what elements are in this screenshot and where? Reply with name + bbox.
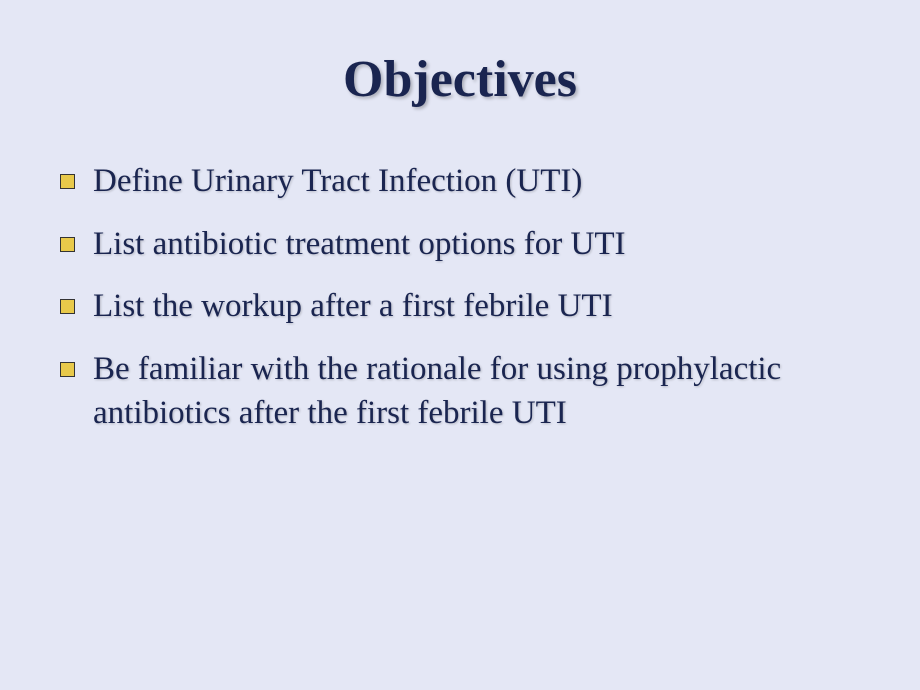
list-item: List antibiotic treatment options for UT… [60, 222, 870, 267]
list-item: List the workup after a first febrile UT… [60, 284, 870, 329]
bullet-icon [60, 299, 75, 314]
bullet-text: List the workup after a first febrile UT… [93, 284, 870, 329]
slide-container: Objectives Define Urinary Tract Infectio… [0, 0, 920, 690]
bullet-icon [60, 362, 75, 377]
bullet-text: Be familiar with the rationale for using… [93, 347, 870, 436]
list-item: Define Urinary Tract Infection (UTI) [60, 159, 870, 204]
bullet-icon [60, 237, 75, 252]
bullet-text: List antibiotic treatment options for UT… [93, 222, 870, 267]
list-item: Be familiar with the rationale for using… [60, 347, 870, 436]
slide-title: Objectives [50, 50, 870, 109]
bullet-list: Define Urinary Tract Infection (UTI) Lis… [50, 159, 870, 436]
bullet-icon [60, 174, 75, 189]
bullet-text: Define Urinary Tract Infection (UTI) [93, 159, 870, 204]
